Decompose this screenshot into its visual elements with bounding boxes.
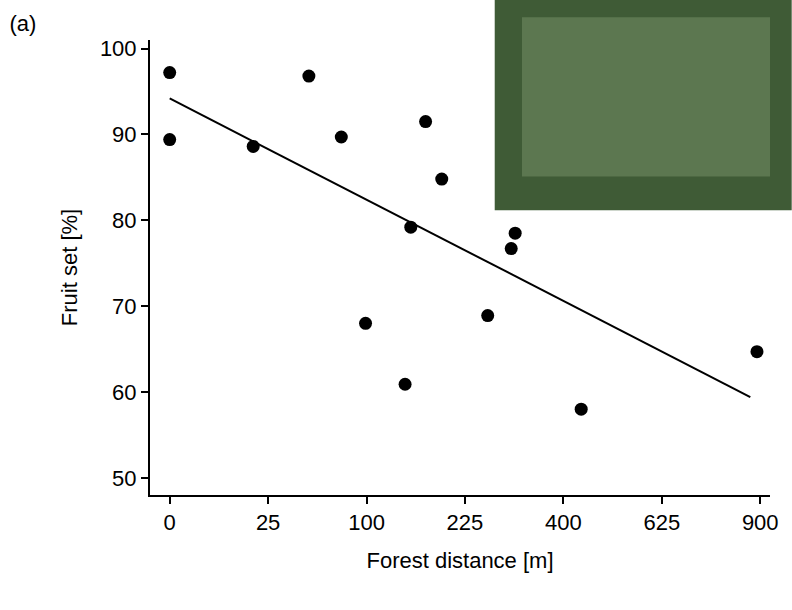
svg-text:60: 60 bbox=[112, 380, 136, 405]
svg-text:70: 70 bbox=[112, 294, 136, 319]
svg-text:625: 625 bbox=[643, 510, 680, 535]
svg-text:100: 100 bbox=[348, 510, 385, 535]
svg-text:80: 80 bbox=[112, 208, 136, 233]
svg-text:900: 900 bbox=[742, 510, 779, 535]
svg-text:100: 100 bbox=[100, 36, 137, 61]
svg-text:Forest distance [m]: Forest distance [m] bbox=[366, 548, 553, 573]
svg-text:400: 400 bbox=[545, 510, 582, 535]
svg-text:225: 225 bbox=[447, 510, 484, 535]
svg-text:50: 50 bbox=[112, 466, 136, 491]
svg-text:90: 90 bbox=[112, 122, 136, 147]
svg-text:0: 0 bbox=[164, 510, 176, 535]
svg-text:25: 25 bbox=[256, 510, 280, 535]
svg-text:(a): (a) bbox=[10, 11, 37, 36]
svg-text:Fruit set [%]: Fruit set [%] bbox=[57, 209, 82, 326]
